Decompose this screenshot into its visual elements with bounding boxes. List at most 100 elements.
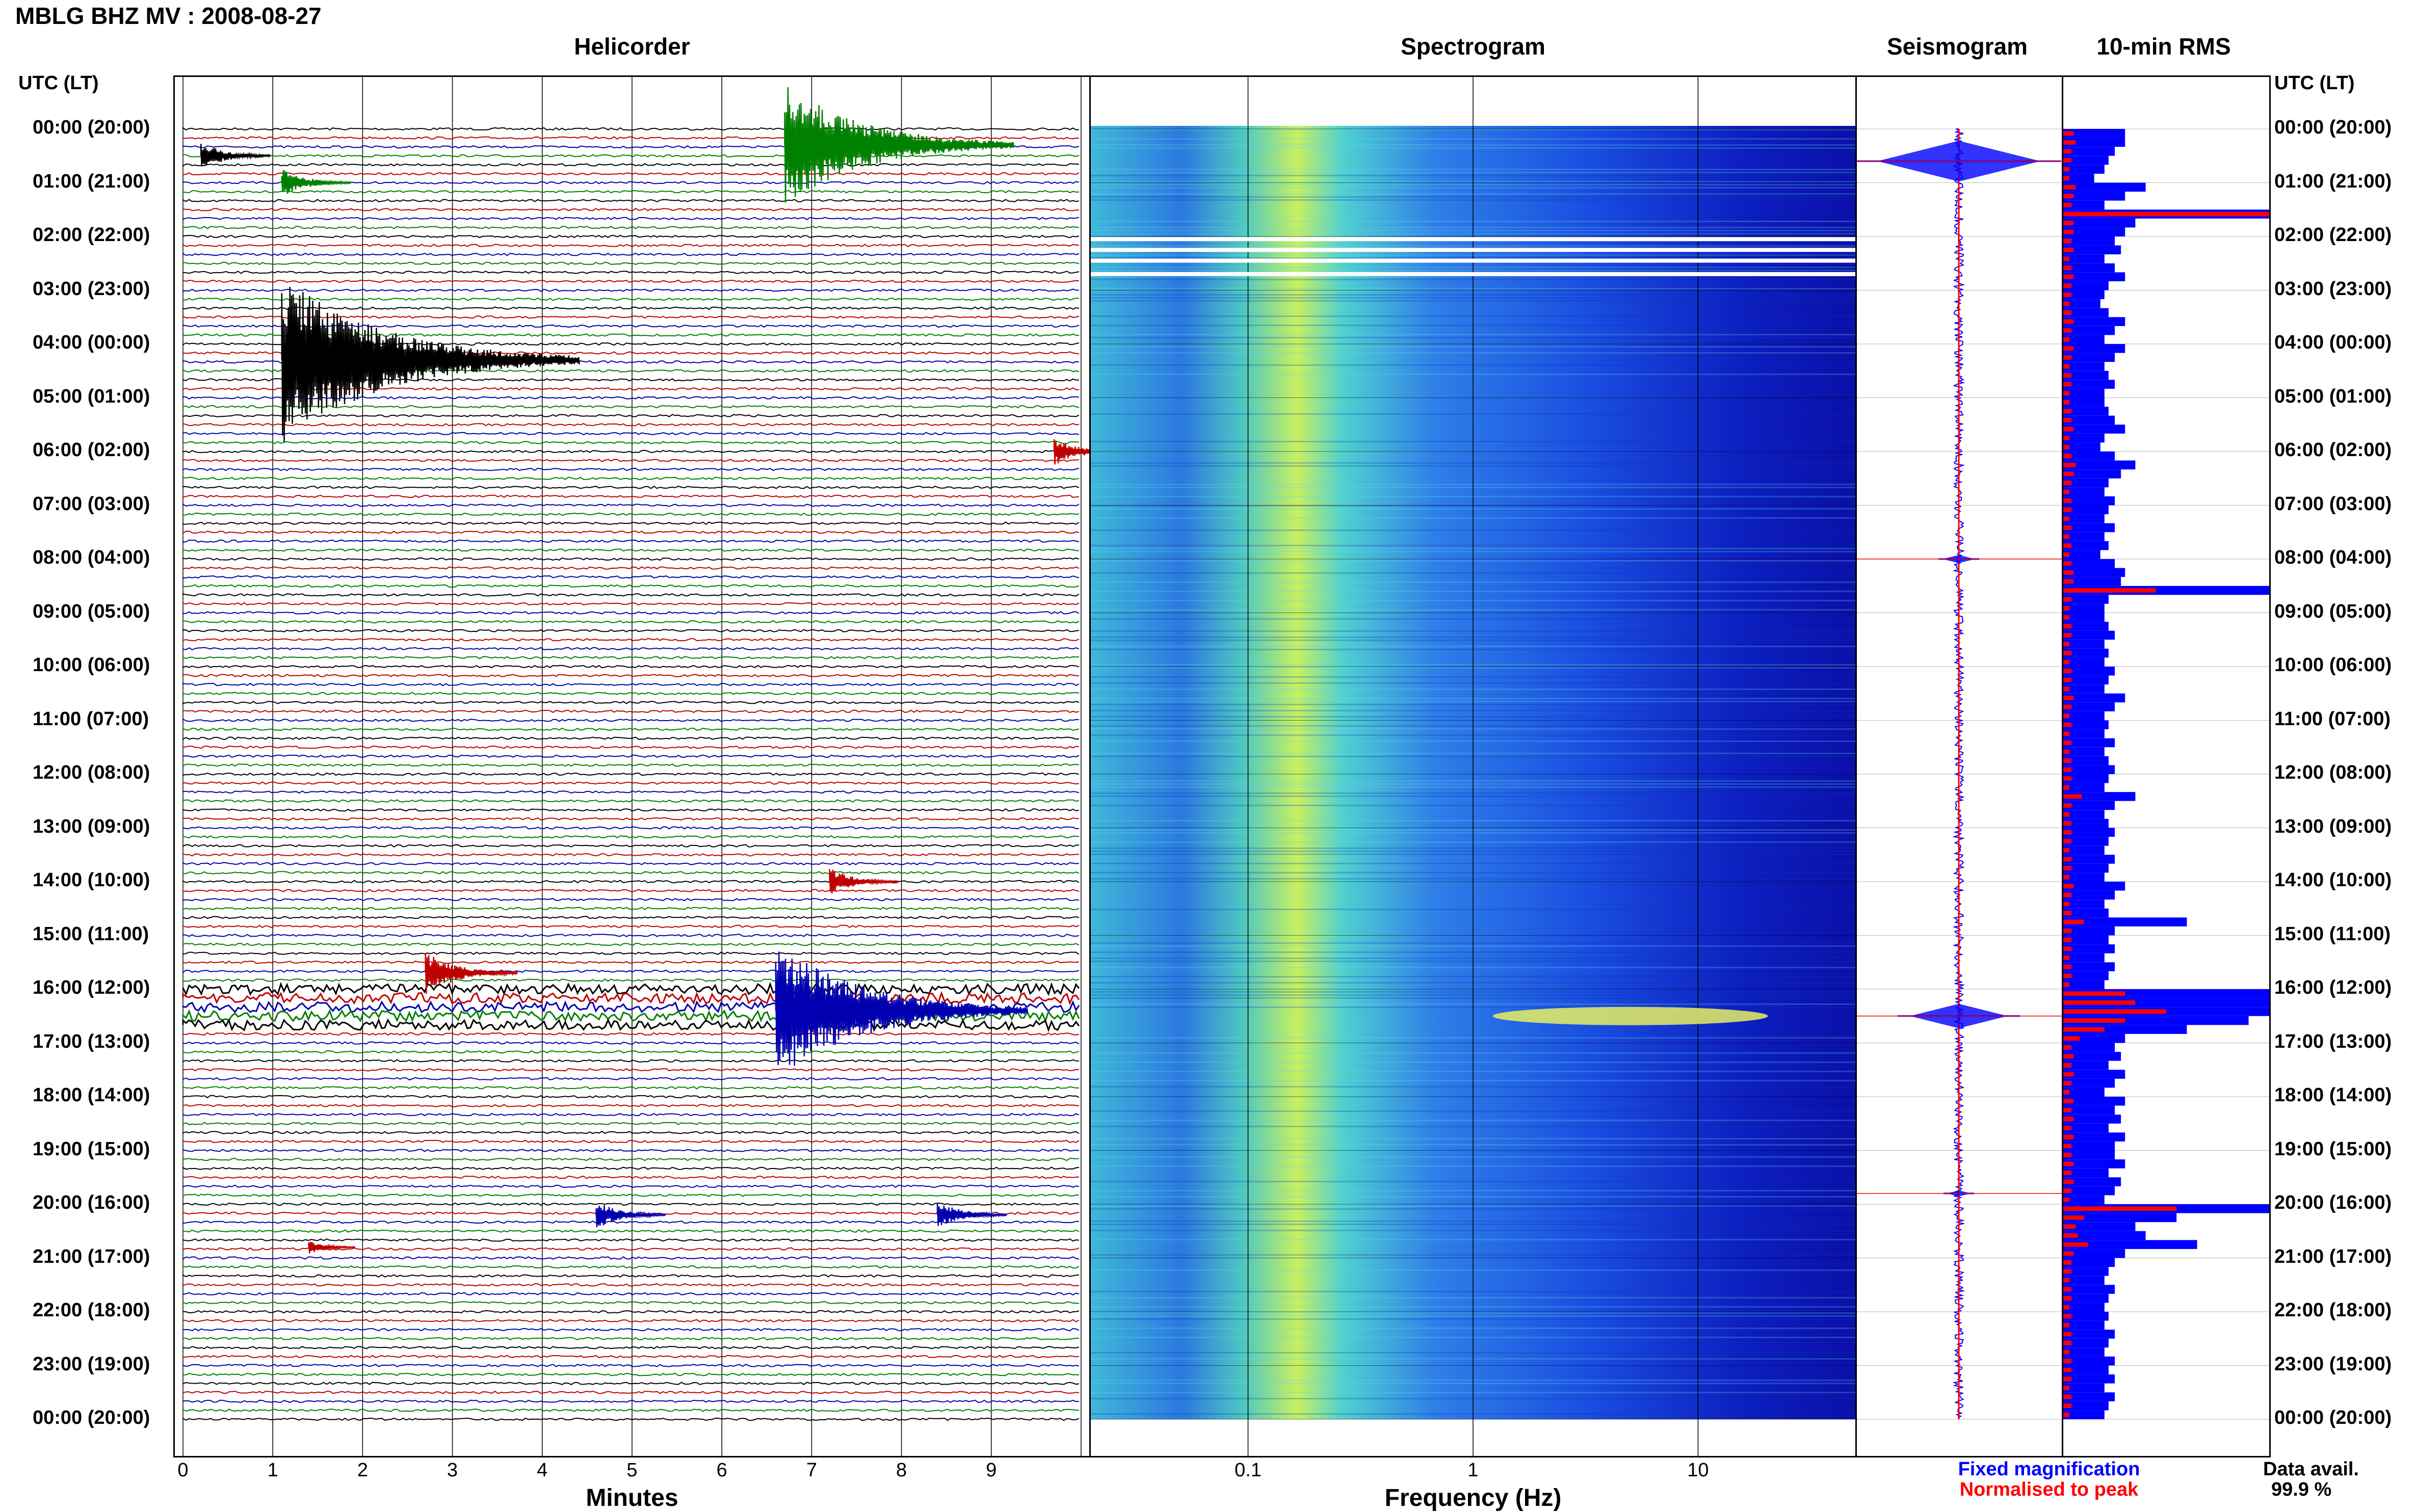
rms-normalised-bar (2063, 184, 2076, 190)
rms-normalised-bar (2063, 436, 2070, 441)
rms-normalised-bar (2063, 812, 2070, 817)
helicorder-event (829, 869, 900, 894)
legend-normalised: Normalised to peak (1959, 1479, 2139, 1500)
helicorder-trace (182, 1399, 1080, 1403)
helicorder-trace (182, 190, 1080, 194)
rms-normalised-bar (2063, 516, 2070, 521)
helicorder-trace (182, 521, 1080, 525)
rms-normalised-bar (2063, 1251, 2074, 1256)
rms-fixed-bar (2063, 1401, 2109, 1411)
rms-fixed-bar (2063, 165, 2105, 174)
rms-normalised-bar (2063, 1152, 2072, 1157)
helicorder-trace (182, 862, 1080, 866)
helicorder-trace (182, 1000, 1080, 1014)
rms-fixed-bar (2063, 1330, 2115, 1339)
rms-fixed-bar (2063, 577, 2121, 586)
rms-fixed-bar (2063, 1132, 2125, 1142)
rms-fixed-bar (2063, 845, 2105, 855)
helicorder-trace (182, 584, 1080, 588)
helicorder-trace (182, 674, 1080, 677)
rms-fixed-bar (2063, 953, 2105, 963)
rms-fixed-bar (2063, 308, 2109, 317)
rms-normalised-bar (2063, 543, 2072, 548)
time-label-left: 22:00 (18:00) (33, 1299, 150, 1321)
rms-normalised-bar (2063, 794, 2082, 799)
rms-normalised-bar (2063, 1188, 2072, 1193)
rms-fixed-bar (2063, 452, 2115, 461)
rms-fixed-bar (2063, 514, 2105, 523)
helicorder-trace (182, 1364, 1080, 1367)
rms-normalised-bar (2063, 1394, 2072, 1399)
helicorder-trace (182, 539, 1080, 543)
rms-normalised-bar (2063, 1287, 2072, 1292)
rms-normalised-bar (2063, 1278, 2070, 1283)
helicorder-trace (182, 754, 1080, 758)
helicorder-trace (182, 1310, 1080, 1314)
rms-fixed-bar (2063, 926, 2115, 936)
rms-normalised-bar (2063, 489, 2070, 494)
data-avail-label: Data avail. (2263, 1458, 2359, 1480)
rms-normalised-bar (2063, 507, 2072, 512)
rms-fixed-bar (2063, 245, 2121, 255)
helicorder-trace (182, 136, 1080, 140)
rms-fixed-bar (2063, 182, 2146, 192)
rms-fixed-bar (2063, 1141, 2115, 1151)
helicorder-trace (182, 234, 1080, 238)
rms-normalised-bar (2063, 373, 2072, 378)
rms-fixed-bar (2063, 1060, 2109, 1070)
time-label-right: 17:00 (13:00) (2274, 1030, 2392, 1052)
rms-fixed-bar (2063, 541, 2109, 550)
helicorder-tick-label: 0 (177, 1460, 189, 1481)
helicorder-trace (182, 907, 1080, 911)
rms-normalised-bar (2063, 1081, 2072, 1086)
rms-normalised-bar (2063, 418, 2072, 422)
rms-fixed-bar (2063, 1231, 2146, 1240)
rms-fixed-bar (2063, 818, 2109, 828)
helicorder-event (200, 144, 271, 167)
rms-fixed-bar (2063, 559, 2115, 568)
helicorder-trace (182, 718, 1080, 722)
rms-normalised-bar (2063, 328, 2072, 333)
rms-normalised-bar (2063, 319, 2074, 324)
rms-normalised-bar (2063, 176, 2070, 181)
helicorder-trace (182, 1408, 1080, 1412)
rms-fixed-bar (2063, 200, 2105, 210)
rms-fixed-bar (2063, 747, 2105, 756)
rms-normalised-bar (2063, 937, 2072, 942)
rms-normalised-bar (2063, 158, 2072, 163)
helicorder-trace (182, 1202, 1080, 1206)
helicorder-trace (182, 449, 1080, 454)
time-label-left: 02:00 (22:00) (33, 224, 150, 246)
spectrogram-event (1492, 1006, 1768, 1025)
helicorder-event (425, 953, 518, 994)
helicorder-event (308, 1241, 356, 1254)
helicorder-title: Helicorder (574, 33, 690, 60)
rms-normalised-bar (2063, 866, 2072, 871)
helicorder-trace (182, 1131, 1080, 1134)
helicorder-trace (182, 485, 1080, 489)
rms-fixed-bar (2063, 192, 2125, 201)
helicorder-trace (182, 1211, 1080, 1215)
helicorder-trace (182, 1041, 1080, 1045)
time-label-right: 15:00 (11:00) (2274, 923, 2391, 945)
rms-normalised-bar (2063, 1412, 2070, 1417)
rms-fixed-bar (2063, 290, 2105, 300)
helicorder-trace (182, 880, 1080, 884)
helicorder-event (595, 1205, 666, 1228)
helicorder-trace (182, 494, 1080, 498)
helicorder-trace (182, 271, 1080, 274)
rms-fixed-bar (2063, 917, 2187, 926)
data-avail-value: 99.9 % (2271, 1479, 2332, 1500)
time-label-right: 05:00 (01:00) (2274, 385, 2392, 407)
rms-normalised-bar (2063, 1197, 2070, 1202)
time-label-right: 13:00 (09:00) (2274, 815, 2392, 837)
time-label-left: 15:00 (11:00) (33, 923, 149, 945)
helicorder-trace (182, 1139, 1080, 1144)
helicorder-trace (182, 422, 1080, 427)
helicorder-trace (182, 172, 1080, 176)
rms-fixed-bar (2063, 1276, 2105, 1285)
rms-fixed-bar (2063, 370, 2109, 380)
helicorder-trace (182, 199, 1080, 202)
helicorder-trace (182, 934, 1080, 937)
rms-fixed-bar (2063, 568, 2125, 577)
